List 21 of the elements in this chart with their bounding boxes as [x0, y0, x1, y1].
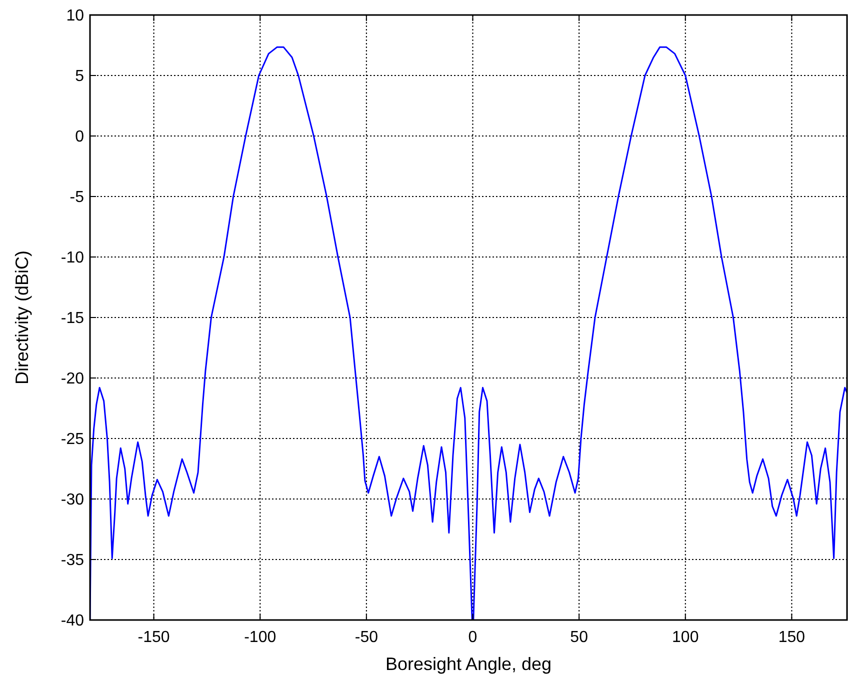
- y-tick-label: -40: [60, 612, 84, 630]
- x-tick-label: -100: [244, 629, 276, 646]
- y-tick-label: -25: [60, 431, 84, 448]
- x-tick-label: 100: [672, 629, 699, 646]
- x-tick-label: 0: [468, 629, 478, 646]
- y-tick-label: -30: [60, 492, 84, 509]
- x-tick-label: -50: [354, 629, 378, 646]
- line-series: [90, 46, 847, 620]
- x-axis-title: Boresight Angle, deg: [385, 654, 552, 674]
- y-tick-label: -5: [70, 189, 84, 206]
- y-tick-label: 5: [75, 68, 84, 86]
- y-tick-label: -20: [60, 370, 84, 388]
- y-tick-label: 0: [75, 128, 84, 146]
- x-tick-label: 50: [570, 629, 588, 646]
- y-tick-label: 10: [66, 8, 84, 25]
- x-tick-label: -150: [138, 629, 170, 646]
- y-axis-title: Directivity (dBiC): [12, 250, 32, 385]
- x-tick-label: 150: [778, 629, 806, 646]
- y-tick-label: -15: [60, 310, 84, 328]
- y-tick-label: -10: [60, 250, 84, 267]
- y-tick-label: -35: [60, 552, 84, 570]
